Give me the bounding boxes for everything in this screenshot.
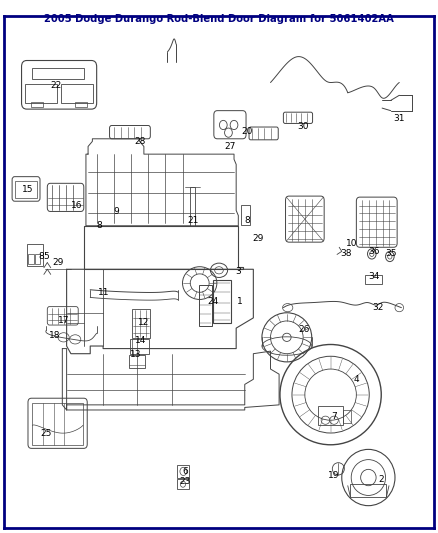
Text: 23: 23 [180,477,191,486]
Text: 29: 29 [53,258,64,267]
Bar [241,205,250,225]
Bar [177,465,189,478]
Bar [177,479,188,489]
Bar [32,403,83,445]
Bar [129,355,145,368]
Text: 2005 Dodge Durango Rod-Blend Door Diagram for 5061402AA: 2005 Dodge Durango Rod-Blend Door Diagra… [44,14,394,24]
Text: 7: 7 [331,411,337,421]
Text: 28: 28 [134,137,145,146]
Text: 18: 18 [49,332,61,340]
Text: 26: 26 [298,325,310,334]
Text: 27: 27 [224,142,235,151]
Text: 16: 16 [71,201,82,210]
Text: 11: 11 [98,288,110,297]
Bar [75,102,87,107]
Text: 10: 10 [346,239,358,248]
Bar [318,406,343,425]
Bar [190,188,195,226]
Bar [28,254,34,264]
Bar [199,285,212,326]
Text: 9: 9 [113,207,119,216]
Text: 8: 8 [244,216,250,225]
Bar [61,84,93,103]
Text: 4: 4 [353,375,359,384]
Text: 3: 3 [236,268,241,276]
Text: 12: 12 [138,319,149,327]
Text: 34: 34 [369,272,380,281]
Text: 17: 17 [58,316,69,325]
Bar [213,279,230,323]
Text: 13: 13 [130,350,141,359]
Text: 21: 21 [187,216,199,225]
Text: 36: 36 [369,247,380,256]
Text: 31: 31 [393,114,405,123]
Text: 1: 1 [237,297,243,306]
Text: 19: 19 [328,471,340,480]
Bar [32,68,84,79]
Text: 8: 8 [38,252,44,261]
Text: 30: 30 [297,122,308,131]
Text: 22: 22 [50,80,61,90]
Bar [350,484,386,497]
Text: 20: 20 [241,127,253,135]
Text: 15: 15 [22,185,34,195]
Text: 14: 14 [135,336,147,345]
Text: 29: 29 [252,234,263,243]
Bar [130,340,149,354]
Bar [27,244,43,265]
Bar [15,181,37,198]
Text: 24: 24 [207,297,218,306]
Text: 5: 5 [43,252,49,261]
Text: 32: 32 [372,303,384,312]
Text: 35: 35 [385,249,396,259]
Bar [25,84,57,103]
Bar [31,102,43,107]
Bar [365,275,382,284]
Bar [343,410,351,423]
Text: 25: 25 [41,429,52,438]
Text: 2: 2 [378,474,384,483]
Text: 38: 38 [340,249,351,259]
Bar [132,309,150,338]
Text: 8: 8 [96,221,102,230]
Text: 6: 6 [183,467,188,476]
Bar [35,254,40,264]
